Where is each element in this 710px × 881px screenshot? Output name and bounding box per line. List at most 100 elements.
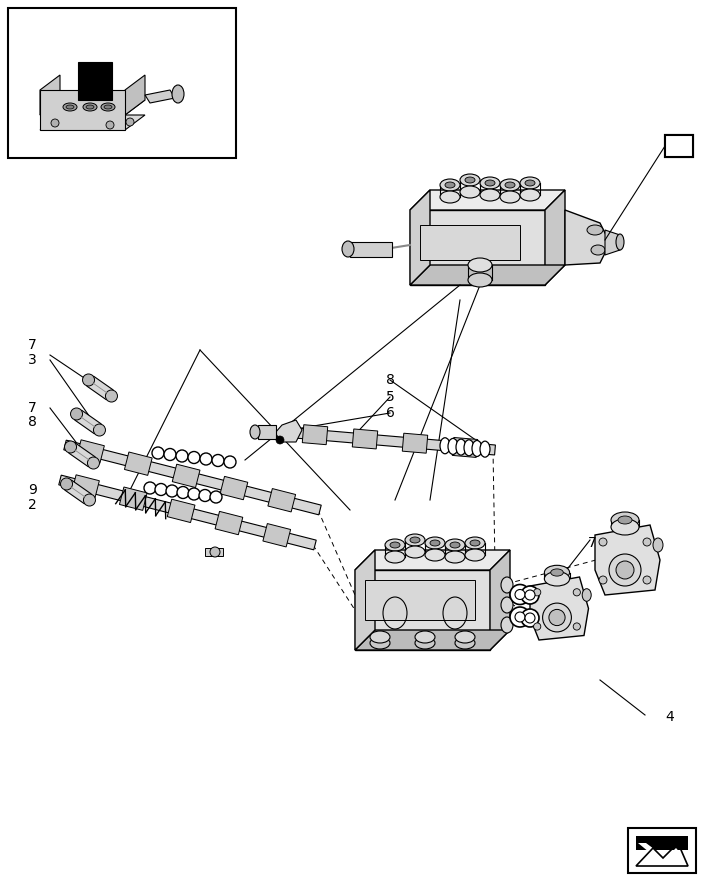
Text: 2: 2: [28, 498, 37, 512]
Ellipse shape: [166, 485, 178, 497]
Circle shape: [573, 589, 580, 596]
Ellipse shape: [405, 534, 425, 546]
Ellipse shape: [155, 484, 167, 495]
Ellipse shape: [591, 245, 605, 255]
Polygon shape: [355, 550, 510, 570]
Bar: [350, 242, 392, 257]
Circle shape: [542, 603, 572, 632]
Ellipse shape: [440, 179, 460, 191]
Polygon shape: [410, 210, 545, 285]
Polygon shape: [119, 487, 147, 510]
Ellipse shape: [425, 549, 445, 561]
Ellipse shape: [460, 174, 480, 186]
Polygon shape: [65, 480, 92, 504]
Circle shape: [616, 561, 634, 579]
Polygon shape: [595, 525, 660, 595]
Ellipse shape: [104, 105, 112, 109]
Text: 7: 7: [588, 536, 596, 550]
Bar: [205, 548, 223, 556]
Ellipse shape: [501, 597, 513, 613]
Ellipse shape: [455, 637, 475, 649]
Ellipse shape: [551, 569, 563, 576]
Text: 3: 3: [28, 353, 37, 367]
Ellipse shape: [500, 191, 520, 203]
Circle shape: [643, 538, 651, 546]
Ellipse shape: [470, 540, 480, 546]
Bar: [628, 828, 696, 873]
Ellipse shape: [390, 542, 400, 548]
Polygon shape: [355, 550, 375, 650]
Ellipse shape: [520, 177, 540, 189]
Bar: [365, 580, 475, 620]
Ellipse shape: [465, 177, 475, 183]
Ellipse shape: [210, 491, 222, 503]
Ellipse shape: [250, 425, 260, 439]
Ellipse shape: [63, 103, 77, 111]
Ellipse shape: [485, 180, 495, 186]
Ellipse shape: [405, 546, 425, 558]
Bar: [420, 225, 520, 260]
Polygon shape: [168, 500, 195, 522]
Ellipse shape: [472, 440, 482, 456]
Polygon shape: [355, 630, 510, 650]
Ellipse shape: [425, 537, 445, 549]
Circle shape: [534, 589, 541, 596]
Ellipse shape: [465, 549, 485, 561]
Bar: [8, 8, 236, 158]
Ellipse shape: [440, 438, 450, 454]
Ellipse shape: [144, 482, 156, 494]
Ellipse shape: [525, 180, 535, 186]
Ellipse shape: [616, 234, 624, 250]
Circle shape: [51, 119, 59, 127]
Circle shape: [643, 576, 651, 584]
Polygon shape: [490, 550, 510, 650]
Polygon shape: [59, 475, 316, 550]
Polygon shape: [263, 523, 290, 547]
Ellipse shape: [188, 488, 200, 500]
Ellipse shape: [480, 177, 500, 189]
Text: 8: 8: [386, 373, 395, 387]
Ellipse shape: [545, 572, 569, 586]
Polygon shape: [78, 62, 112, 100]
Circle shape: [521, 586, 539, 604]
Polygon shape: [302, 425, 328, 445]
Ellipse shape: [465, 537, 485, 549]
Polygon shape: [75, 411, 102, 433]
Bar: [665, 135, 693, 157]
Polygon shape: [215, 511, 243, 535]
Circle shape: [106, 121, 114, 129]
Circle shape: [525, 613, 535, 623]
Ellipse shape: [430, 540, 440, 546]
Circle shape: [126, 118, 134, 126]
Ellipse shape: [500, 179, 520, 191]
Ellipse shape: [370, 637, 390, 649]
Polygon shape: [72, 475, 99, 498]
Circle shape: [515, 612, 525, 622]
Polygon shape: [64, 440, 321, 515]
Ellipse shape: [510, 584, 530, 604]
Ellipse shape: [106, 390, 117, 402]
Polygon shape: [173, 464, 200, 487]
Ellipse shape: [582, 589, 591, 602]
Ellipse shape: [86, 105, 94, 109]
Circle shape: [521, 609, 539, 627]
Ellipse shape: [410, 537, 420, 543]
Polygon shape: [605, 230, 620, 255]
Ellipse shape: [87, 457, 99, 469]
Ellipse shape: [450, 542, 460, 548]
Polygon shape: [87, 376, 114, 400]
Polygon shape: [403, 433, 427, 453]
Polygon shape: [636, 836, 688, 850]
Circle shape: [549, 610, 565, 626]
Ellipse shape: [587, 225, 603, 235]
Circle shape: [599, 538, 607, 546]
Text: 7: 7: [28, 401, 37, 415]
Polygon shape: [565, 210, 610, 265]
Circle shape: [609, 554, 641, 586]
Polygon shape: [125, 75, 145, 115]
Ellipse shape: [611, 519, 639, 535]
Ellipse shape: [480, 189, 500, 201]
Circle shape: [515, 589, 525, 599]
Ellipse shape: [101, 103, 115, 111]
Ellipse shape: [611, 512, 639, 528]
